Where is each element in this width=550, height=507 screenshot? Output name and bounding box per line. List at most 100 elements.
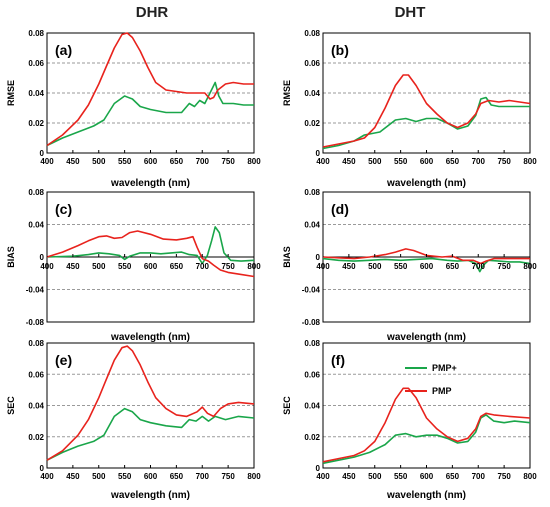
x-tick-label: 450 xyxy=(342,472,356,481)
column-title-dht: DHT xyxy=(395,4,426,21)
x-axis-label: wavelength (nm) xyxy=(110,178,190,189)
legend: PMP+ PMP xyxy=(405,363,457,396)
x-tick-label: 700 xyxy=(472,262,486,271)
y-tick-label: 0.06 xyxy=(28,59,44,68)
x-tick-label: 500 xyxy=(92,262,106,271)
x-tick-label: 500 xyxy=(92,157,106,166)
x-axis-label: wavelength (nm) xyxy=(386,332,466,343)
x-tick-label: 400 xyxy=(316,157,330,166)
x-tick-label: 400 xyxy=(40,157,54,166)
y-tick-label: 0.02 xyxy=(304,433,320,442)
y-tick-label: 0 xyxy=(40,464,45,473)
y-tick-label: 0.08 xyxy=(304,188,320,197)
x-tick-label: 600 xyxy=(144,157,158,166)
x-tick-label: 650 xyxy=(446,262,460,271)
y-tick-label: 0.06 xyxy=(304,370,320,379)
y-tick-label: 0.08 xyxy=(304,29,320,38)
x-axis-label: wavelength (nm) xyxy=(110,332,190,343)
x-tick-label: 500 xyxy=(368,262,382,271)
x-tick-label: 500 xyxy=(368,157,382,166)
chart-panel: 400 450 500 550 600 650 700 750 800 -0.08 -0.04 0 0.… xyxy=(6,188,261,343)
chart-panel: 400 450 500 550 600 650 700 750 800 0 0.02 0.04 0.06… xyxy=(6,29,261,189)
y-tick-label: 0.02 xyxy=(28,433,44,442)
x-tick-label: 500 xyxy=(92,472,106,481)
y-tick-label: 0.02 xyxy=(28,119,44,128)
y-tick-label: 0.08 xyxy=(28,339,44,348)
y-tick-label: 0.02 xyxy=(304,119,320,128)
y-tick-label: 0.04 xyxy=(28,402,44,411)
x-tick-label: 550 xyxy=(118,157,132,166)
x-tick-label: 600 xyxy=(420,472,434,481)
y-tick-label: -0.08 xyxy=(302,318,321,327)
x-tick-label: 750 xyxy=(497,472,511,481)
y-axis-label: BIAS xyxy=(282,246,292,268)
x-tick-label: 400 xyxy=(316,262,330,271)
x-tick-label: 750 xyxy=(221,157,235,166)
x-tick-label: 800 xyxy=(247,157,261,166)
chart-panel: 400 450 500 550 600 650 700 750 800 -0.08 -0.04 0 0.… xyxy=(282,188,537,343)
y-axis-label: SEC xyxy=(282,396,292,415)
x-tick-label: 800 xyxy=(523,472,537,481)
chart-panel: 400 450 500 550 600 650 700 750 800 0 0.02 0.04 0.06… xyxy=(282,29,537,189)
panel-label: (c) xyxy=(55,201,72,217)
legend-label: PMP+ xyxy=(432,363,457,373)
series-line-pmp-plus xyxy=(46,407,255,461)
y-tick-label: 0.06 xyxy=(28,370,44,379)
x-tick-label: 650 xyxy=(446,472,460,481)
y-tick-label: 0.08 xyxy=(28,188,44,197)
x-tick-label: 450 xyxy=(342,157,356,166)
x-tick-label: 650 xyxy=(170,157,184,166)
x-tick-label: 600 xyxy=(144,262,158,271)
x-tick-label: 750 xyxy=(497,262,511,271)
series-line-pmp xyxy=(46,230,255,278)
y-axis-label: BIAS xyxy=(6,246,16,268)
y-tick-label: 0.08 xyxy=(28,29,44,38)
x-axis-label: wavelength (nm) xyxy=(110,490,190,501)
x-tick-label: 550 xyxy=(394,262,408,271)
legend-label: PMP xyxy=(432,386,452,396)
panel-label: (d) xyxy=(331,201,349,217)
y-tick-label: -0.04 xyxy=(26,286,45,295)
chart-panel: 400 450 500 550 600 650 700 750 800 0 0.02 0.04 0.06… xyxy=(6,339,261,501)
x-tick-label: 400 xyxy=(316,472,330,481)
x-tick-label: 450 xyxy=(66,262,80,271)
x-tick-label: 800 xyxy=(523,262,537,271)
chart-panels: 400 450 500 550 600 650 700 750 800 0 0.02 0.04 0.06… xyxy=(6,29,537,501)
x-axis-label: wavelength (nm) xyxy=(386,490,466,501)
x-tick-label: 700 xyxy=(472,472,486,481)
y-tick-label: 0 xyxy=(40,253,45,262)
x-tick-label: 400 xyxy=(40,262,54,271)
x-tick-label: 800 xyxy=(523,157,537,166)
x-tick-label: 550 xyxy=(394,472,408,481)
x-tick-label: 550 xyxy=(118,472,132,481)
panel-label: (b) xyxy=(331,42,349,58)
y-tick-label: 0.04 xyxy=(304,402,320,411)
series-line-pmp-plus xyxy=(322,257,531,273)
y-tick-label: 0.04 xyxy=(28,221,44,230)
y-axis-label: RMSE xyxy=(282,80,292,106)
x-tick-label: 650 xyxy=(170,262,184,271)
x-tick-label: 550 xyxy=(394,157,408,166)
y-tick-label: 0.04 xyxy=(304,89,320,98)
x-tick-label: 650 xyxy=(446,157,460,166)
x-tick-label: 800 xyxy=(247,262,261,271)
x-tick-label: 800 xyxy=(247,472,261,481)
y-tick-label: 0.08 xyxy=(304,339,320,348)
x-tick-label: 450 xyxy=(66,157,80,166)
series-line-pmp xyxy=(322,74,531,148)
y-tick-label: 0 xyxy=(40,149,45,158)
panel-label: (e) xyxy=(55,352,72,368)
y-tick-label: 0.06 xyxy=(304,59,320,68)
x-tick-label: 700 xyxy=(196,157,210,166)
y-axis-label: RMSE xyxy=(6,80,16,106)
x-axis-label: wavelength (nm) xyxy=(386,178,466,189)
x-tick-label: 750 xyxy=(497,157,511,166)
series-line-pmp-plus xyxy=(322,414,531,465)
x-tick-label: 750 xyxy=(221,262,235,271)
y-tick-label: 0.04 xyxy=(304,221,320,230)
series-line-pmp xyxy=(322,387,531,463)
column-title-dhr: DHR xyxy=(136,4,169,21)
y-axis-label: SEC xyxy=(6,396,16,415)
series-line-pmp xyxy=(46,32,254,147)
x-tick-label: 400 xyxy=(40,472,54,481)
